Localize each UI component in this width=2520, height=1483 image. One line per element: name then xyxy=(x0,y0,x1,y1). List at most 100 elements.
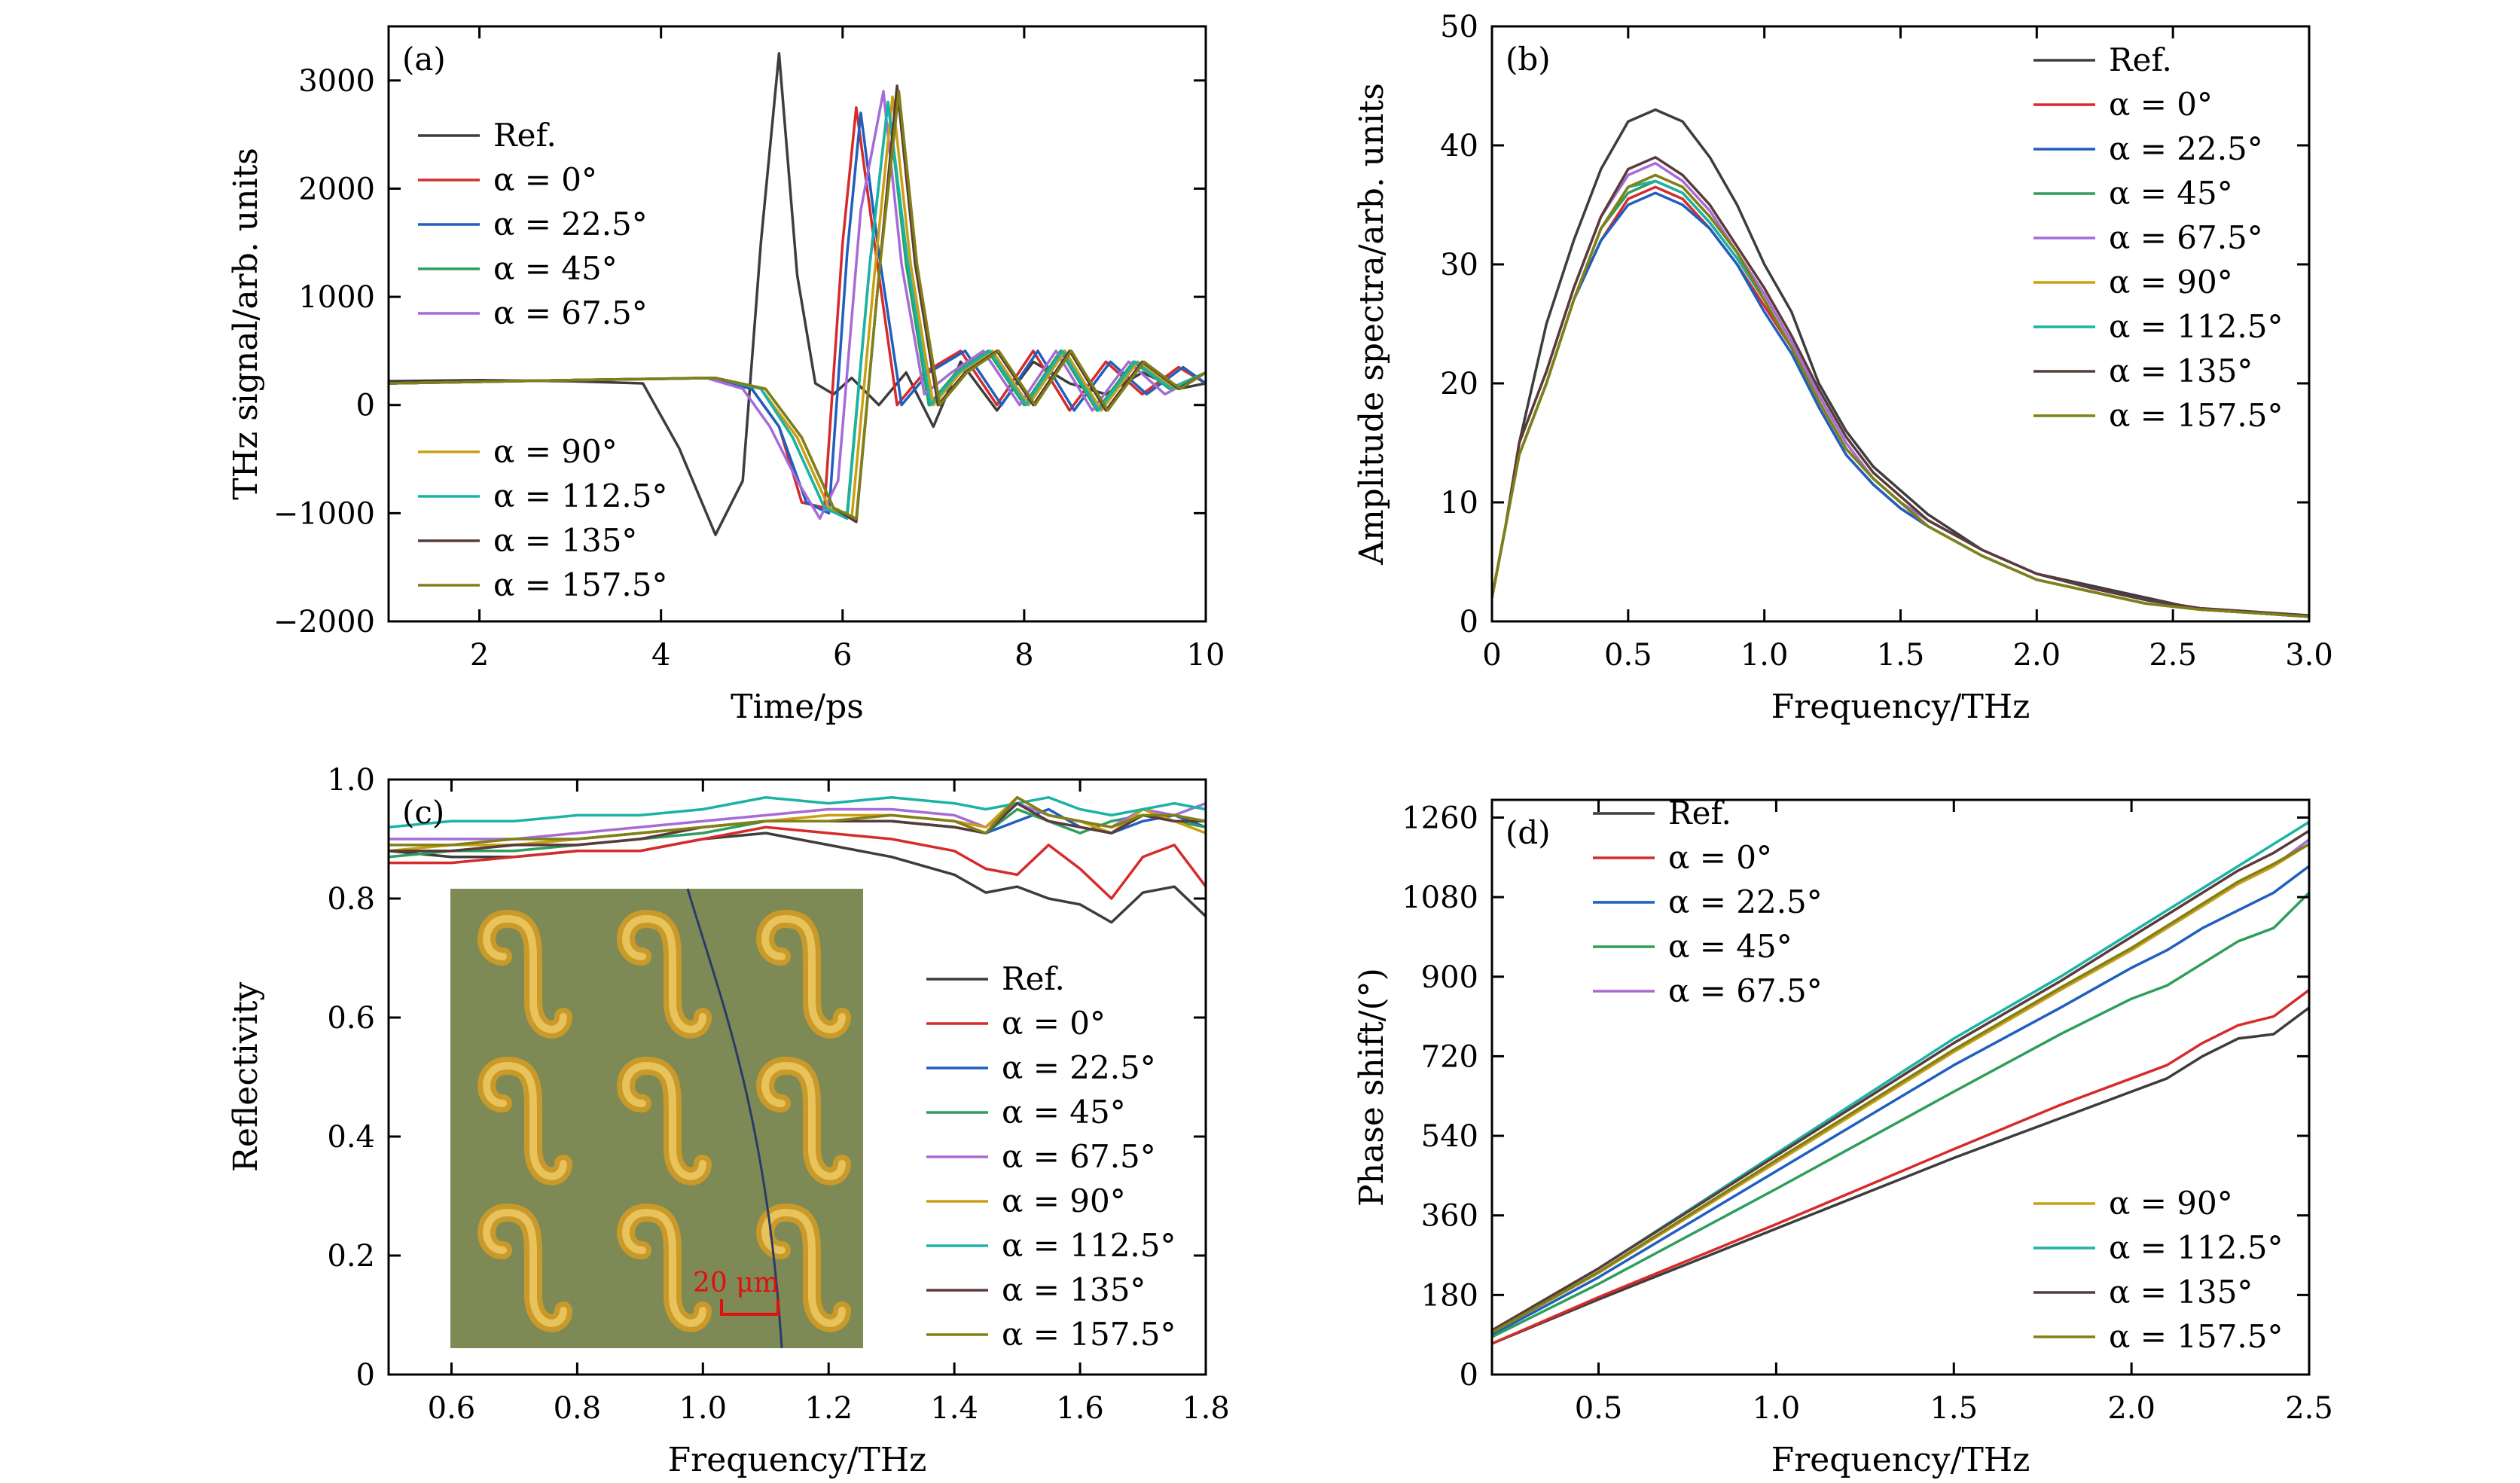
legend-label-a22: α = 22.5° xyxy=(1668,883,1823,920)
legend-label-ref: Ref. xyxy=(493,117,557,154)
panel-c: 20 μm 0.6 0.8 1.0 1.2 1.4 1.6 1.8 0 0.2 0.4 0.6 0.8 1… xyxy=(227,763,1230,1479)
series-line-a22 xyxy=(1492,865,2309,1336)
legend-label-ref: Ref. xyxy=(2109,41,2172,78)
legend-label-a157: α = 157.5° xyxy=(2109,1318,2284,1355)
legend-label-a45: α = 45° xyxy=(1668,928,1792,965)
y-tick-label: 900 xyxy=(1421,960,1478,995)
x-tick-label: 0.5 xyxy=(1575,1391,1623,1426)
y-tick-label: 0.2 xyxy=(327,1239,375,1274)
series-line-ref xyxy=(1492,1006,2309,1345)
resonator-highlight xyxy=(483,1061,567,1180)
legend-label-a45: α = 45° xyxy=(493,250,618,287)
legend-label-a112: α = 112.5° xyxy=(2109,308,2284,345)
legend-label-a22: α = 22.5° xyxy=(493,206,648,243)
legend-label-a67: α = 67.5° xyxy=(2109,219,2263,256)
scale-bar-label: 20 μm xyxy=(693,1268,779,1298)
x-tick-label: 0.8 xyxy=(554,1391,602,1426)
legend-label-a157: α = 157.5° xyxy=(2109,397,2284,434)
y-tick-label: 1260 xyxy=(1402,801,1478,835)
series-line-ref xyxy=(1492,108,2309,617)
legend-label-a45: α = 45° xyxy=(2109,175,2233,212)
series-line-a45 xyxy=(389,807,1206,859)
legend-label-a67: α = 67.5° xyxy=(1668,972,1823,1009)
x-tick-label: 1.0 xyxy=(679,1391,727,1426)
plot-frame xyxy=(1490,798,2311,1376)
series-line-a0 xyxy=(1492,988,2309,1345)
legend-label-a67: α = 67.5° xyxy=(1002,1138,1156,1175)
x-tick-label: 10 xyxy=(1187,638,1225,673)
legend-label-a0: α = 0° xyxy=(1002,1005,1106,1042)
legend-label-a135: α = 135° xyxy=(2109,352,2253,389)
x-tick-label: 4 xyxy=(651,638,670,673)
y-tick-label: 0 xyxy=(1460,1358,1478,1393)
resonator-highlight xyxy=(761,914,846,1033)
x-axis-title: Time/ps xyxy=(731,688,864,726)
legend-label-a90: α = 90° xyxy=(2109,264,2233,301)
series-line-a22 xyxy=(389,111,1206,515)
series-line-a157 xyxy=(1492,843,2309,1334)
legend-label-a90: α = 90° xyxy=(1002,1182,1126,1219)
x-axis-title: Frequency/THz xyxy=(1771,1441,2030,1479)
resonator-highlight xyxy=(622,914,706,1033)
x-axis-title: Frequency/THz xyxy=(668,1441,927,1479)
inset-micrograph: 20 μm xyxy=(450,888,863,1349)
legend-label-a67: α = 67.5° xyxy=(493,294,648,331)
series-line-a135 xyxy=(1492,156,2309,618)
resonator-highlight xyxy=(761,1208,846,1327)
panel-label: (a) xyxy=(402,41,446,78)
series-line-a45 xyxy=(1492,892,2309,1338)
legend-label-a0: α = 0° xyxy=(1668,839,1772,876)
x-tick-label: 6 xyxy=(833,638,852,673)
x-tick-label: 1.5 xyxy=(1930,1391,1978,1426)
y-tick-label: 40 xyxy=(1440,129,1478,163)
micrograph-background xyxy=(450,889,863,1348)
legend-label-a135: α = 135° xyxy=(493,522,637,559)
y-tick-label: 720 xyxy=(1421,1039,1478,1074)
legend-label-ref: Ref. xyxy=(1668,795,1731,832)
y-tick-label: 360 xyxy=(1421,1199,1478,1234)
legend-label-a22: α = 22.5° xyxy=(2109,130,2263,167)
resonator-highlight xyxy=(761,1061,846,1180)
y-tick-label: 540 xyxy=(1421,1119,1478,1154)
y-tick-label: 30 xyxy=(1440,248,1478,282)
sample-crack-line xyxy=(686,888,783,1349)
legend-label-ref: Ref. xyxy=(1002,960,1065,997)
y-tick-label: −1000 xyxy=(273,496,375,531)
x-tick-label: 1.6 xyxy=(1056,1391,1104,1426)
y-tick-label: 180 xyxy=(1421,1278,1478,1313)
y-axis-title: Amplitude spectra/arb. units xyxy=(1353,83,1391,566)
x-tick-label: 0.5 xyxy=(1604,638,1652,673)
x-tick-label: 1.2 xyxy=(804,1391,853,1426)
resonator-highlight xyxy=(483,1208,567,1327)
y-tick-label: 0.8 xyxy=(327,882,375,917)
series-line-a67 xyxy=(389,90,1206,520)
y-axis-title: Phase shift/(°) xyxy=(1353,968,1391,1207)
series-line-a0 xyxy=(389,825,1206,900)
series-line-a157 xyxy=(1492,173,2309,618)
panel-label: (b) xyxy=(1506,41,1551,78)
y-tick-label: 0 xyxy=(356,1358,375,1393)
panel-label: (c) xyxy=(402,794,444,831)
plot-frame xyxy=(387,25,1207,623)
x-tick-label: 1.5 xyxy=(1877,638,1925,673)
resonator-highlight xyxy=(483,914,567,1033)
series-line-a157 xyxy=(389,90,1206,520)
legend-label-a45: α = 45° xyxy=(1002,1094,1126,1131)
y-tick-label: −2000 xyxy=(273,605,375,639)
legend-label-a112: α = 112.5° xyxy=(493,478,668,514)
scale-bar xyxy=(720,1299,779,1316)
x-axis-title: Frequency/THz xyxy=(1771,688,2030,726)
y-tick-label: 0 xyxy=(356,389,375,423)
x-tick-label: 2.0 xyxy=(2013,638,2061,673)
x-tick-label: 2.5 xyxy=(2149,638,2197,673)
x-tick-label: 1.4 xyxy=(930,1391,978,1426)
panel-b: 0 0.5 1.0 1.5 2.0 2.5 3.0 0 10 20 30 40 50 Frequency/… xyxy=(1353,10,2333,726)
panel-a: 2 4 6 8 10 −2000 −1000 0 1000 2000 3000 Time/ps THz … xyxy=(227,25,1225,726)
series-line-a135 xyxy=(389,801,1206,853)
legend-label-a0: α = 0° xyxy=(2109,86,2213,123)
legend-label-a112: α = 112.5° xyxy=(2109,1229,2284,1266)
y-tick-label: 50 xyxy=(1440,10,1478,44)
resonator-highlight xyxy=(622,1208,706,1327)
legend-label-a90: α = 90° xyxy=(493,433,618,470)
y-tick-label: 0.4 xyxy=(327,1120,375,1155)
